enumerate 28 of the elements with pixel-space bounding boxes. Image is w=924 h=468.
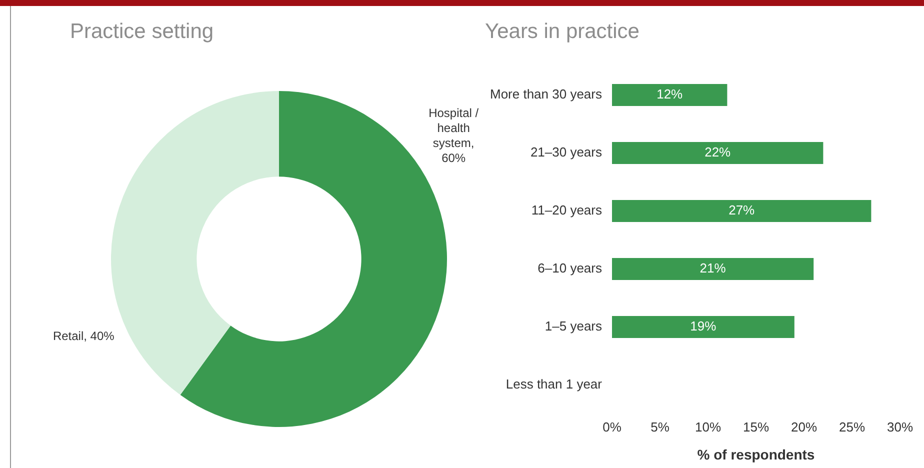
data-label: 12%: [656, 86, 684, 102]
bar: [612, 84, 728, 106]
y-tick-label: 1–5 years: [544, 318, 602, 334]
bar: [612, 316, 794, 338]
x-tick-label: 25%: [838, 419, 866, 434]
data-label: 27%: [728, 202, 756, 218]
slice-label: Retail, 40%: [52, 328, 115, 343]
x-tick-label: 20%: [790, 419, 818, 434]
data-label: 21%: [700, 260, 726, 276]
x-axis-title: % of respondents: [697, 446, 815, 462]
bar: [612, 142, 824, 164]
bar: [612, 200, 872, 222]
y-tick-label: Less than 1 year: [506, 376, 603, 392]
y-tick-label: 11–20 years: [531, 202, 602, 218]
y-tick-label: 6–10 years: [538, 260, 602, 276]
x-tick-label: 10%: [694, 419, 722, 434]
y-tick-label: 21–30 years: [530, 144, 602, 160]
slice-label: Hospital / health system, 60%: [428, 106, 480, 166]
x-tick-label: 0%: [602, 419, 622, 434]
bar: [612, 258, 814, 280]
data-label: 22%: [704, 144, 732, 160]
data-label: 19%: [690, 318, 717, 334]
x-tick-label: 5%: [650, 419, 670, 434]
y-tick-label: More than 30 years: [490, 86, 602, 102]
x-tick-label: 15%: [742, 419, 770, 434]
chart-title: Practice setting: [70, 20, 214, 44]
chart-title: Years in practice: [485, 20, 640, 44]
x-tick-label: 30%: [886, 419, 914, 434]
